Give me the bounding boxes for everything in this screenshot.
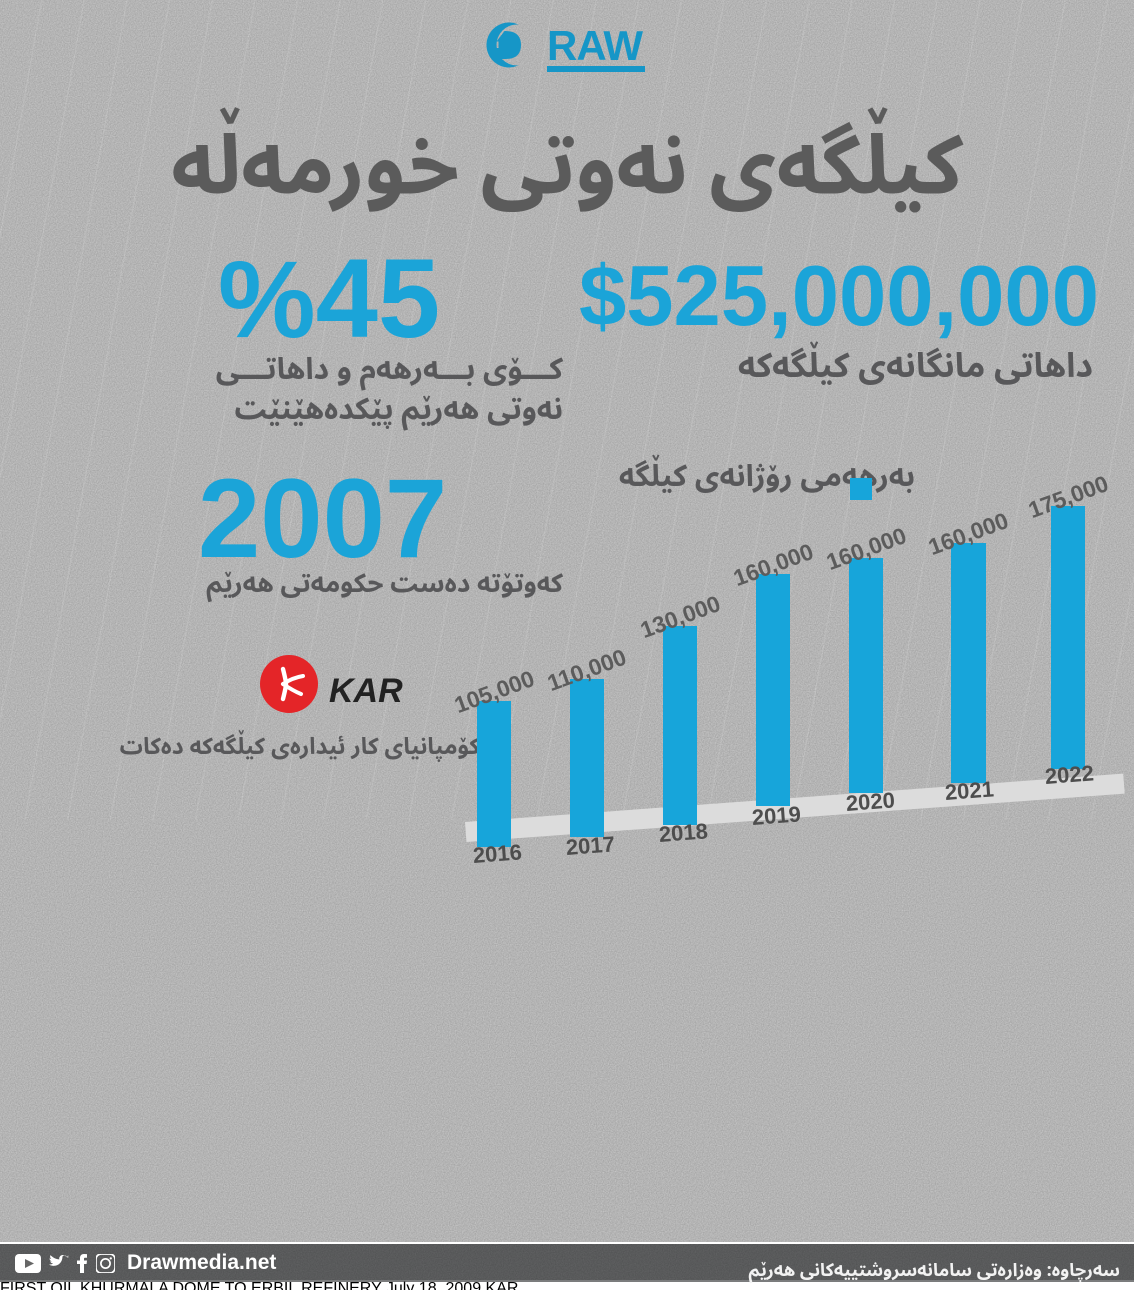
svg-text:RAW: RAW (547, 22, 643, 69)
